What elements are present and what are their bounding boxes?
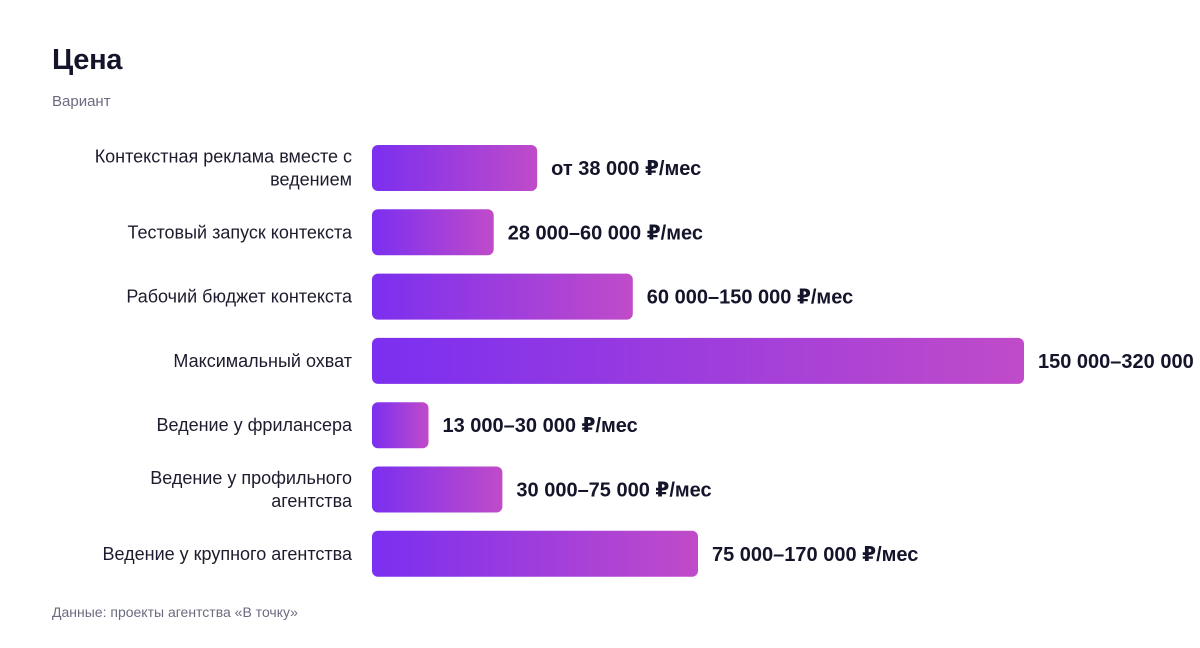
value-label: 60 000–150 000 ₽/мес (647, 287, 853, 309)
category-label-line: Ведение у крупного агентства (103, 544, 353, 564)
category-label: Рабочий бюджет контекста (126, 287, 353, 307)
category-label: Ведение у профильного агентства (150, 468, 353, 511)
category-label-line: агентства (271, 491, 353, 511)
category-label-line: Максимальный охват (173, 351, 352, 371)
bar (372, 467, 502, 513)
category-label-line: ведением (270, 170, 352, 190)
category-label-line: Контекстная реклама вместе с (95, 147, 352, 167)
category-label: Контекстная реклама вместе с ведением (95, 147, 352, 190)
value-label: 13 000–30 000 ₽/мес (443, 415, 638, 437)
value-label: 30 000–75 000 ₽/мес (516, 480, 711, 502)
value-label: 75 000–170 000 ₽/мес (712, 544, 918, 566)
value-label: 150 000–320 000 (1038, 351, 1194, 373)
category-label: Тестовый запуск контекста (128, 222, 353, 242)
bar (372, 338, 1024, 384)
bar (372, 145, 537, 191)
category-label-line: Рабочий бюджет контекста (126, 287, 353, 307)
bar (372, 274, 633, 320)
category-label-line: Ведение у фрилансера (156, 415, 352, 435)
bar (372, 531, 698, 577)
bar (372, 209, 494, 255)
category-label: Ведение у фрилансера (156, 415, 352, 435)
value-label: от 38 000 ₽/мес (551, 158, 701, 180)
category-label: Максимальный охват (173, 351, 352, 371)
category-label: Ведение у крупного агентства (103, 544, 353, 564)
category-label-line: Ведение у профильного (150, 468, 352, 488)
chart-source: Данные: проекты агентства «В точку» (52, 604, 298, 620)
category-label-line: Тестовый запуск контекста (128, 222, 353, 242)
value-label: 28 000–60 000 ₽/мес (508, 222, 703, 244)
bar (372, 402, 429, 448)
